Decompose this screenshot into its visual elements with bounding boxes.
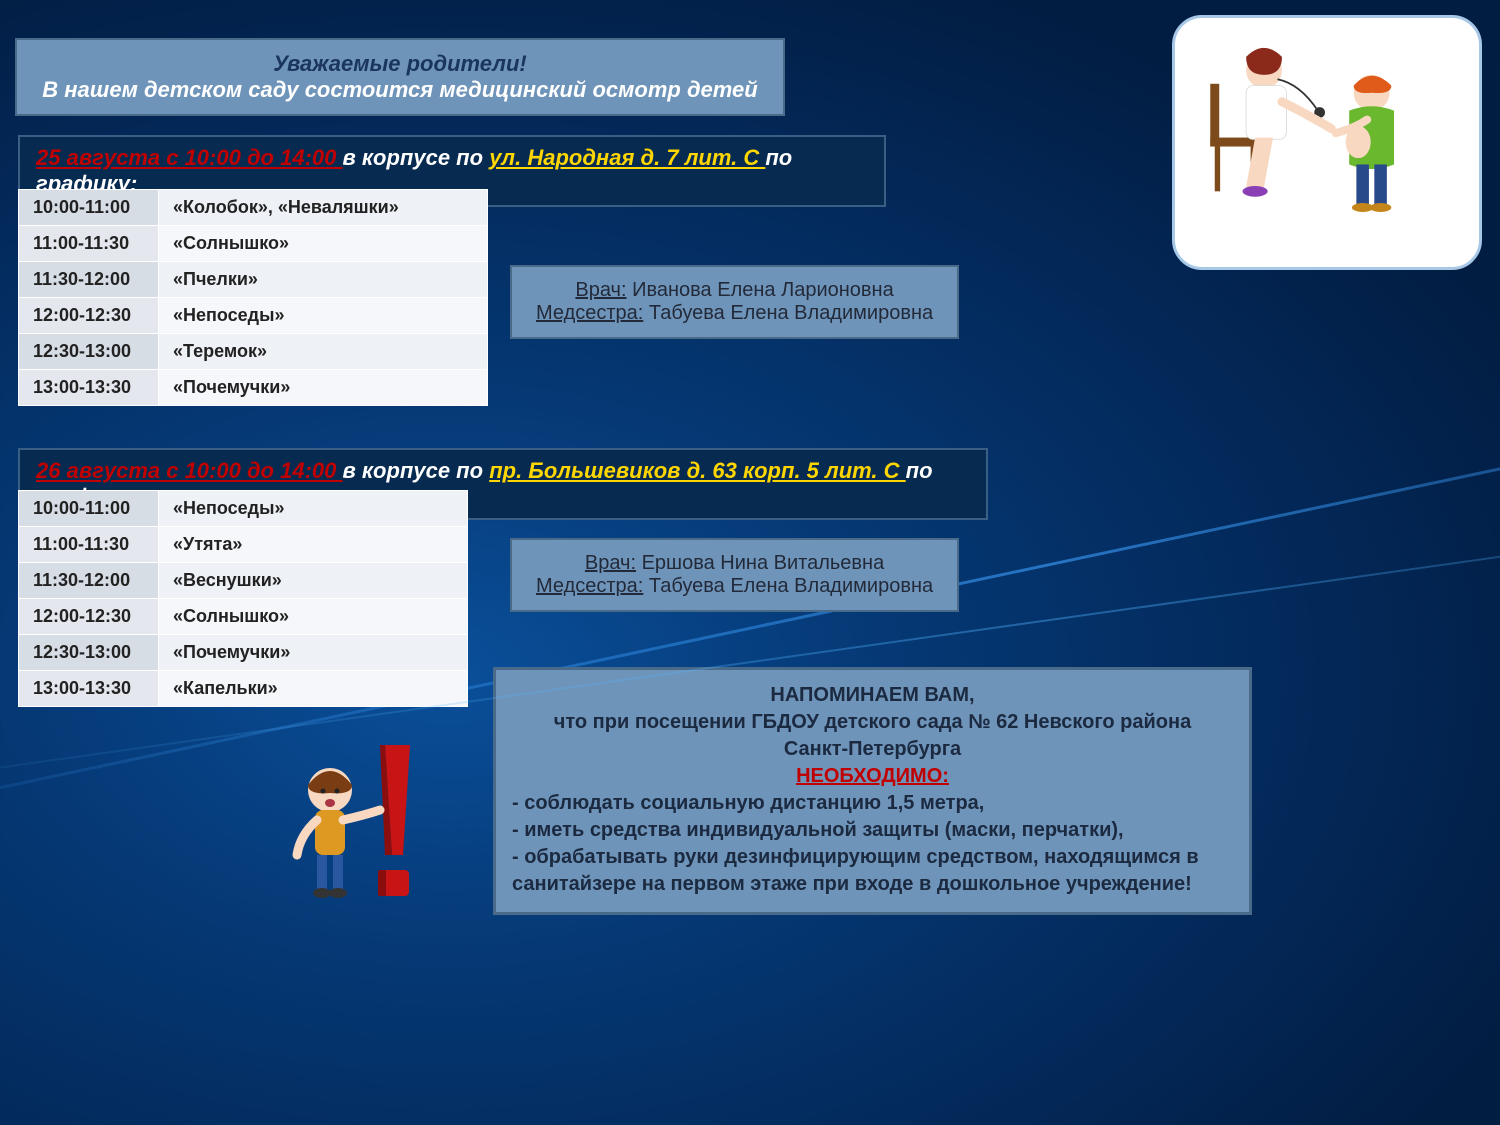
day2-doctor-name: Ершова Нина Витальевна <box>636 552 884 574</box>
time-cell: 11:00-11:30 <box>19 527 159 563</box>
time-cell: 11:30-12:00 <box>19 262 159 298</box>
group-cell: «Солнышко» <box>159 226 488 262</box>
day2-mid: в корпусе по <box>343 458 490 483</box>
day2-address: пр. Большевиков д. 63 корп. 5 лит. С <box>489 458 905 483</box>
child-exclamation-icon <box>275 735 460 935</box>
time-cell: 13:00-13:30 <box>19 671 159 707</box>
day2-schedule-table: 10:00-11:00«Непоседы»11:00-11:30«Утята»1… <box>18 490 468 707</box>
group-cell: «Почемучки» <box>159 370 488 406</box>
time-cell: 12:00-12:30 <box>19 599 159 635</box>
group-cell: «Колобок», «Неваляшки» <box>159 190 488 226</box>
group-cell: «Пчелки» <box>159 262 488 298</box>
day1-schedule-table: 10:00-11:00«Колобок», «Неваляшки»11:00-1… <box>18 189 488 406</box>
day1-mid: в корпусе по <box>343 145 490 170</box>
day2-staff-box: Врач: Ершова Нина Витальевна Медсестра: … <box>510 538 959 612</box>
doctor-child-svg <box>1190 30 1464 254</box>
table-row: 11:00-11:30«Солнышко» <box>19 226 488 262</box>
reminder-need: НЕОБХОДИМО: <box>512 763 1233 790</box>
table-row: 12:30-13:00«Почемучки» <box>19 635 468 671</box>
time-cell: 12:00-12:30 <box>19 298 159 334</box>
table-row: 12:00-12:30«Солнышко» <box>19 599 468 635</box>
table-row: 13:00-13:30«Капельки» <box>19 671 468 707</box>
table-row: 12:00-12:30«Непоседы» <box>19 298 488 334</box>
reminder-title: НАПОМИНАЕМ ВАМ, <box>512 682 1233 709</box>
reminder-bullets: - соблюдать социальную дистанцию 1,5 мет… <box>512 790 1233 898</box>
reminder-bullet: - обрабатывать руки дезинфицирующим сред… <box>512 844 1233 898</box>
time-cell: 10:00-11:00 <box>19 491 159 527</box>
table-row: 10:00-11:00«Колобок», «Неваляшки» <box>19 190 488 226</box>
doctor-child-illustration <box>1172 15 1482 270</box>
time-cell: 12:30-13:00 <box>19 334 159 370</box>
day1-doctor-label: Врач: <box>575 279 626 301</box>
group-cell: «Непоседы» <box>159 491 468 527</box>
table-row: 12:30-13:00«Теремок» <box>19 334 488 370</box>
table-row: 11:00-11:30«Утята» <box>19 527 468 563</box>
table-row: 11:30-12:00«Пчелки» <box>19 262 488 298</box>
day1-nurse-name: Табуева Елена Владимировна <box>643 302 933 324</box>
group-cell: «Почемучки» <box>159 635 468 671</box>
reminder-bullet: - соблюдать социальную дистанцию 1,5 мет… <box>512 790 1233 817</box>
group-cell: «Капельки» <box>159 671 468 707</box>
time-cell: 13:00-13:30 <box>19 370 159 406</box>
day1-date-range: 25 августа с 10:00 до 14:00 <box>36 145 343 170</box>
time-cell: 11:30-12:00 <box>19 563 159 599</box>
time-cell: 12:30-13:00 <box>19 635 159 671</box>
header-announcement: Уважаемые родители! В нашем детском саду… <box>15 38 785 116</box>
reminder-line1: что при посещении ГБДОУ детского сада № … <box>512 709 1233 736</box>
day1-doctor-name: Иванова Елена Ларионовна <box>627 279 894 301</box>
reminder-box: НАПОМИНАЕМ ВАМ, что при посещении ГБДОУ … <box>493 667 1252 915</box>
group-cell: «Солнышко» <box>159 599 468 635</box>
time-cell: 10:00-11:00 <box>19 190 159 226</box>
table-row: 10:00-11:00«Непоседы» <box>19 491 468 527</box>
table-row: 11:30-12:00«Веснушки» <box>19 563 468 599</box>
day1-nurse-label: Медсестра: <box>536 302 643 324</box>
day2-nurse-name: Табуева Елена Владимировна <box>643 575 933 597</box>
header-line-1: Уважаемые родители! <box>273 51 527 77</box>
time-cell: 11:00-11:30 <box>19 226 159 262</box>
reminder-bullet: - иметь средства индивидуальной защиты (… <box>512 817 1233 844</box>
group-cell: «Непоседы» <box>159 298 488 334</box>
day2-doctor-label: Врач: <box>585 552 636 574</box>
group-cell: «Теремок» <box>159 334 488 370</box>
day2-date-range: 26 августа с 10:00 до 14:00 <box>36 458 343 483</box>
group-cell: «Веснушки» <box>159 563 468 599</box>
day2-nurse-label: Медсестра: <box>536 575 643 597</box>
table-row: 13:00-13:30«Почемучки» <box>19 370 488 406</box>
day1-address: ул. Народная д. 7 лит. С <box>489 145 765 170</box>
header-line-2: В нашем детском саду состоится медицинск… <box>42 77 757 103</box>
group-cell: «Утята» <box>159 527 468 563</box>
reminder-line2: Санкт-Петербурга <box>512 736 1233 763</box>
day1-staff-box: Врач: Иванова Елена Ларионовна Медсестра… <box>510 265 959 339</box>
